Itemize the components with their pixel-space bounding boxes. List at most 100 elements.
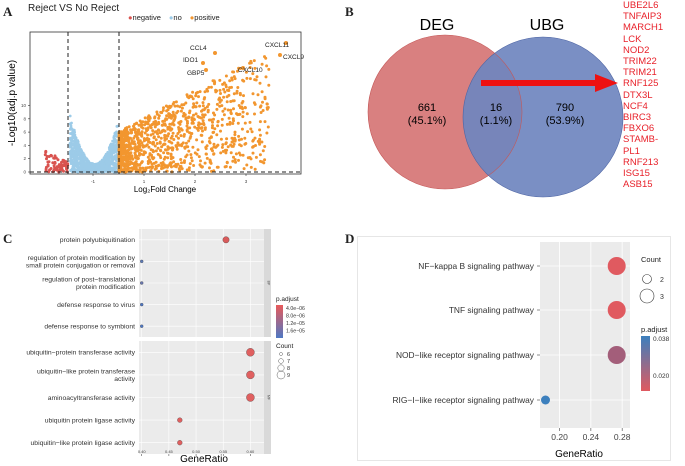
- volcano-point-positive: [208, 166, 211, 170]
- volcano-point-positive: [153, 144, 157, 148]
- volcano-point-negative: [52, 164, 56, 168]
- go-facet-label: BP: [267, 281, 271, 286]
- volcano-point-positive: [251, 139, 255, 143]
- volcano-point-positive: [207, 118, 211, 122]
- go-size-legend-title: Count: [276, 343, 294, 350]
- kegg-term-label: RIG−I−like receptor signaling pathway: [392, 395, 534, 405]
- volcano-point-positive: [159, 149, 163, 153]
- volcano-point-positive: [169, 161, 173, 165]
- volcano-gene-label: CXCL10: [238, 67, 263, 74]
- volcano-point-positive: [140, 141, 144, 145]
- volcano-point-positive: [231, 122, 235, 125]
- volcano-point-positive: [185, 124, 189, 128]
- kegg-term-label: TNF signaling pathway: [449, 305, 535, 315]
- legend-no: ●no: [168, 13, 182, 22]
- volcano-point-positive: [140, 123, 144, 127]
- volcano-point-no: [114, 144, 117, 148]
- volcano-point-positive: [125, 162, 129, 166]
- go-dot: [246, 393, 255, 402]
- go-xtick: 0.40: [138, 449, 147, 454]
- volcano-point-positive: [148, 116, 152, 120]
- volcano-point-positive: [172, 138, 176, 141]
- volcano-point-positive: [213, 113, 217, 117]
- volcano-point-positive: [173, 104, 177, 108]
- go-term-label: regulation of protein modification by sma…: [26, 255, 136, 270]
- volcano-point-positive: [246, 130, 250, 134]
- gene-item: ASB15: [623, 179, 653, 191]
- volcano-point-positive: [222, 95, 226, 99]
- go-xtick: 0.55: [219, 449, 228, 454]
- volcano-point-positive: [243, 106, 247, 109]
- volcano-point-no: [80, 155, 84, 159]
- volcano-point-positive: [196, 128, 200, 132]
- volcano-point-positive: [211, 124, 214, 128]
- volcano-point-positive: [263, 97, 267, 101]
- volcano-point-positive: [261, 149, 265, 153]
- kegg-color-bar: [641, 336, 650, 391]
- kegg-size-key-label: 2: [660, 277, 664, 284]
- volcano-point-positive: [156, 132, 159, 136]
- volcano-point-no: [68, 136, 72, 140]
- volcano-point-no: [110, 145, 114, 149]
- volcano-point-positive: [241, 153, 245, 157]
- volcano-point-positive: [161, 108, 165, 112]
- volcano-point-positive: [261, 109, 265, 112]
- volcano-point-positive: [219, 137, 223, 141]
- volcano-point-positive: [185, 93, 189, 97]
- volcano-point-positive: [241, 110, 245, 114]
- volcano-point-no: [69, 154, 73, 158]
- volcano-point-positive: [208, 158, 212, 162]
- volcano-point-positive: [147, 145, 151, 149]
- volcano-point-no: [113, 138, 117, 141]
- volcano-point-positive: [153, 130, 157, 134]
- kegg-color-tick: 0.020: [653, 373, 670, 380]
- kegg-term-label: NOD−like receptor signaling pathway: [396, 350, 535, 360]
- volcano-point-positive: [137, 141, 141, 145]
- volcano-point-positive: [137, 128, 141, 132]
- volcano-point-positive: [212, 130, 216, 134]
- volcano-point-positive: [201, 101, 205, 105]
- volcano-point-positive: [248, 77, 252, 81]
- volcano-point-positive: [206, 110, 210, 114]
- volcano-point-positive: [121, 159, 125, 162]
- volcano-point-positive: [131, 167, 135, 171]
- volcano-point-positive: [238, 143, 242, 147]
- volcano-point-positive: [125, 168, 129, 172]
- volcano-point-positive: [265, 106, 269, 110]
- volcano-point-positive: [220, 145, 224, 149]
- volcano-point-positive: [237, 158, 240, 162]
- volcano-point-positive: [166, 156, 170, 160]
- volcano-gene-label: GBP5: [187, 70, 205, 77]
- volcano-point-positive: [200, 140, 204, 144]
- volcano-point-positive: [224, 83, 228, 87]
- volcano-point-positive: [216, 143, 220, 147]
- volcano-point-positive: [223, 107, 227, 111]
- volcano-point-positive: [233, 133, 237, 137]
- volcano-point-positive: [220, 123, 224, 127]
- volcano-point-positive: [228, 120, 232, 124]
- volcano-point-positive: [187, 149, 191, 153]
- volcano-point-positive: [216, 124, 220, 128]
- volcano-point-positive: [193, 125, 197, 129]
- volcano-point-no: [76, 160, 79, 164]
- volcano-point-positive: [242, 79, 246, 83]
- kegg-xlabel: GeneRatio: [555, 449, 603, 460]
- volcano-point-positive: [225, 122, 229, 126]
- volcano-point-positive: [235, 89, 239, 93]
- volcano-point-positive: [202, 115, 206, 119]
- volcano-point-positive: [233, 130, 237, 134]
- volcano-point-positive: [238, 93, 242, 97]
- volcano-point-positive: [172, 101, 176, 104]
- volcano-point-positive: [174, 134, 178, 138]
- volcano-point-positive: [251, 151, 255, 155]
- volcano-point-positive: [254, 155, 258, 159]
- volcano-legend: ●negative ●no ●positive: [128, 13, 220, 22]
- volcano-point-no: [92, 168, 96, 172]
- volcano-point-positive: [231, 139, 235, 143]
- volcano-title: Reject VS No Reject: [28, 3, 120, 14]
- volcano-point-positive: [264, 56, 268, 60]
- go-facet-strip: [264, 341, 271, 454]
- volcano-point-positive: [237, 104, 241, 107]
- volcano-gene-labels: CCL4 IDO1 GBP5 CXCL10 CXCL11 CXCL9: [183, 41, 304, 77]
- volcano-point-positive: [192, 113, 195, 117]
